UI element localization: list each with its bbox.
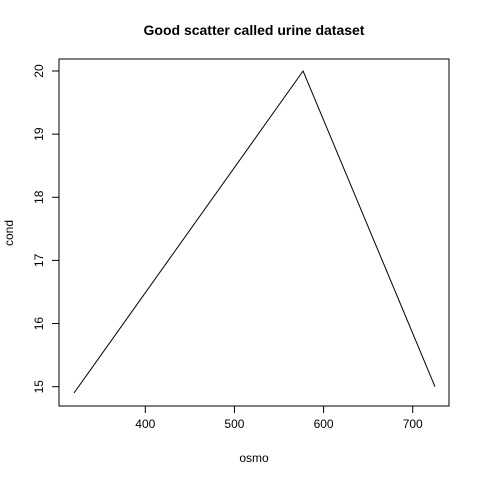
y-tick-label: 15 (32, 380, 46, 394)
plot-frame (58, 58, 450, 407)
y-tick-label: 19 (32, 127, 46, 141)
x-tick-label: 500 (224, 417, 244, 431)
y-tick-label: 16 (32, 317, 46, 331)
y-tick-label: 18 (32, 190, 46, 204)
y-tick-label: 17 (32, 253, 46, 267)
x-axis-ticks: 400 500 600 700 (135, 406, 423, 431)
y-axis-label: cond (2, 220, 16, 246)
x-tick-label: 700 (403, 417, 423, 431)
y-axis-ticks: 15 16 17 18 19 20 (32, 64, 59, 393)
y-tick-label: 20 (32, 64, 46, 78)
x-tick-label: 600 (314, 417, 334, 431)
series-line (73, 69, 436, 394)
x-axis-label: osmo (239, 451, 269, 465)
chart-title: Good scatter called urine dataset (144, 22, 365, 38)
x-tick-label: 400 (135, 417, 155, 431)
series-group (73, 69, 436, 394)
